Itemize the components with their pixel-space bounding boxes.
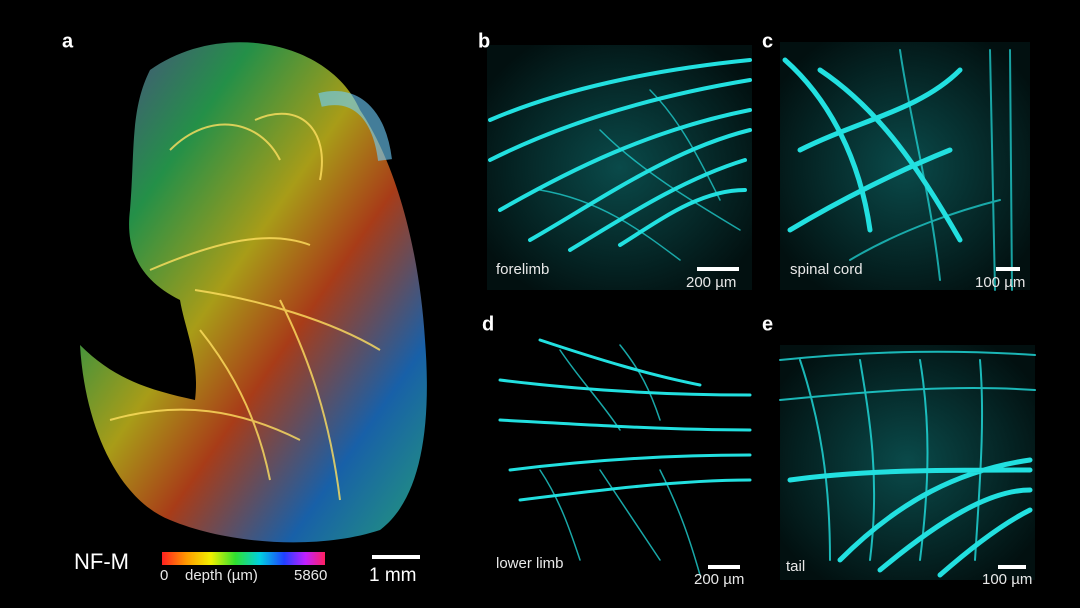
- panel-caption: lower limb: [496, 555, 564, 572]
- forelimb-image: [487, 45, 752, 290]
- scale-label: 200 µm: [694, 571, 744, 588]
- panel-letter: d: [482, 313, 494, 335]
- panel-caption: forelimb: [496, 261, 549, 278]
- scale-label: 100 µm: [982, 571, 1032, 588]
- spinal-cord-image: [780, 42, 1030, 291]
- panel-letter: b: [478, 30, 490, 52]
- panel-letter: a: [62, 30, 74, 52]
- colorbar: [162, 552, 325, 565]
- scale-label: 1 mm: [369, 565, 417, 586]
- panel-letter: e: [762, 313, 773, 335]
- embryo-image: [80, 42, 427, 543]
- panel-caption: spinal cord: [790, 261, 863, 278]
- lower-limb-image: [498, 338, 752, 576]
- colorbar-label: depth (µm): [185, 567, 258, 584]
- tail-image: [779, 345, 1036, 580]
- colorbar-max: 5860: [294, 567, 327, 584]
- colorbar-min: 0: [160, 567, 168, 584]
- marker-label: NF-M: [74, 549, 129, 574]
- scale-label: 100 µm: [975, 274, 1025, 291]
- panel-letter: c: [762, 30, 773, 52]
- scale-label: 200 µm: [686, 274, 736, 291]
- panel-caption: tail: [786, 558, 805, 575]
